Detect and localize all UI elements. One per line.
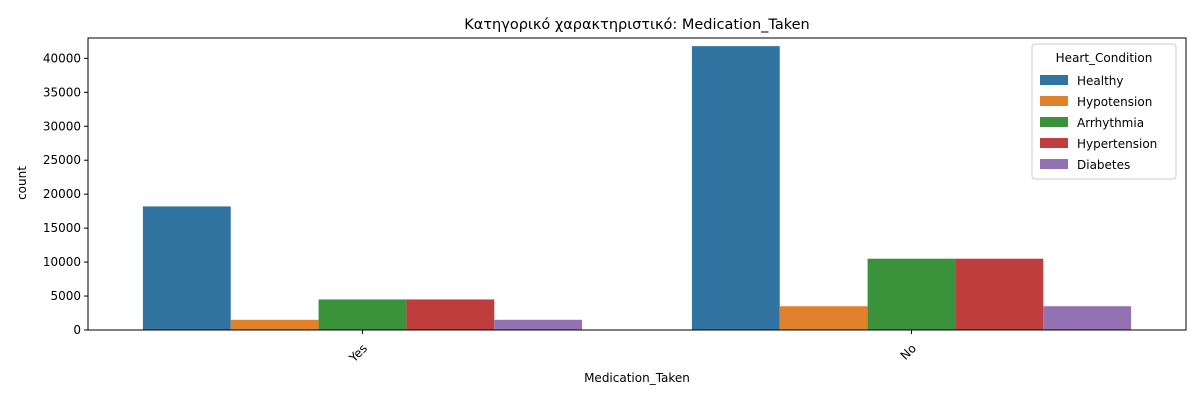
bar-hypertension-no [955,258,1044,330]
y-tick-label: 5000 [50,289,81,303]
plot-frame [87,37,1187,331]
legend-swatch-arrhythmia [1040,117,1068,127]
bar-hypotension-yes [230,319,319,330]
y-tick-label: 30000 [43,119,81,133]
legend-label-hypertension: Hypertension [1077,137,1157,151]
legend-swatch-healthy [1040,75,1068,85]
legend-swatch-hypertension [1040,138,1068,148]
bar-diabetes-no [1043,306,1132,330]
bar-hypotension-no [779,306,868,330]
legend-swatch-hypotension [1040,96,1068,106]
y-tick-label: 35000 [43,85,81,99]
legend-label-diabetes: Diabetes [1077,158,1130,172]
y-tick-label: 20000 [43,187,81,201]
bars-layer [142,46,1132,331]
bar-hypertension-yes [406,299,495,330]
y-tick-label: 15000 [43,221,81,235]
legend-label-arrhythmia: Arrhythmia [1077,116,1144,130]
y-tick-label: 25000 [43,153,81,167]
x-tick-label-yes: Yes [346,341,370,365]
legend: Heart_Condition Healthy Hypotension Arrhyth… [1031,43,1177,180]
y-tick-label: 10000 [43,255,81,269]
legend-swatch-diabetes [1040,159,1068,169]
x-axis-label: Medication_Taken [584,371,690,385]
legend-title: Heart_Condition [1056,51,1153,65]
bar-healthy-no [691,46,780,331]
bar-healthy-yes [142,206,231,330]
y-tick-label: 0 [73,323,81,337]
bar-arrhythmia-yes [318,299,407,330]
legend-label-hypotension: Hypotension [1077,95,1152,109]
chart-title: Κατηγορικό χαρακτηριστικό: Medication_Ta… [464,17,809,33]
x-tick-label-no: No [898,341,919,362]
bar-arrhythmia-no [867,258,956,330]
legend-label-healthy: Healthy [1077,74,1124,88]
y-axis-label: count [15,166,29,200]
y-tick-label: 40000 [43,51,81,65]
bar-diabetes-yes [494,319,583,330]
